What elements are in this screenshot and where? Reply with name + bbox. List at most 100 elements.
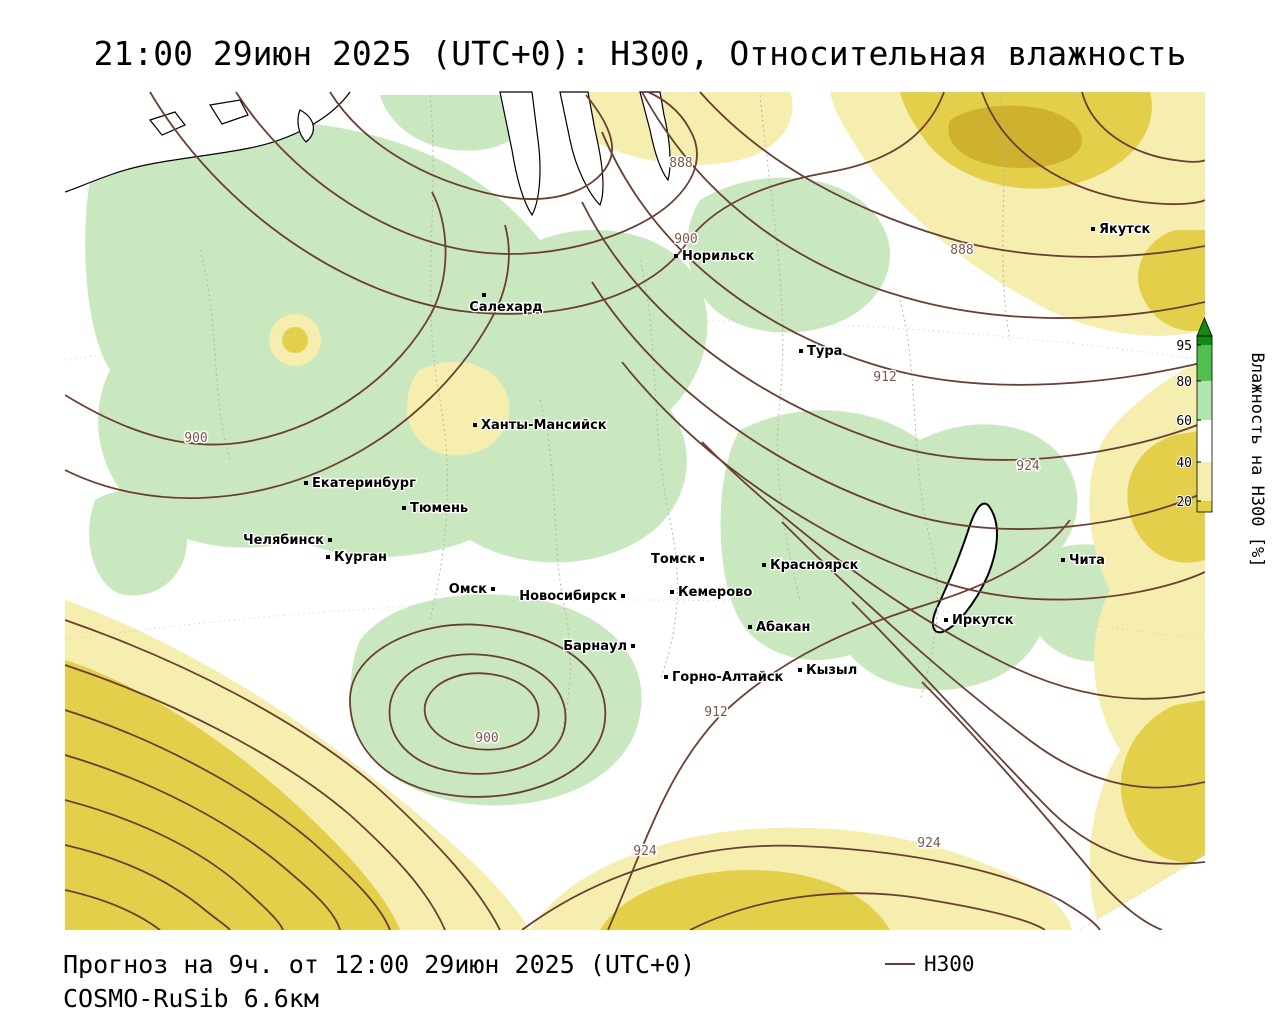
- city-label: Тура: [807, 344, 842, 359]
- city-dot-icon: [326, 555, 330, 559]
- city-dot-icon: [621, 594, 625, 598]
- coastlines: [65, 91, 1205, 930]
- forecast-info: Прогноз на 9ч. от 12:00 29июн 2025 (UTC+…: [63, 950, 696, 979]
- city-label: Барнаул: [563, 639, 627, 654]
- contour-value-label: 900: [674, 232, 697, 247]
- city-marker: Тюмень: [402, 500, 469, 517]
- h300-line-sample: [885, 963, 915, 965]
- city-marker: Новосибирск: [518, 588, 625, 605]
- colorbar-tick-label: 80: [1176, 375, 1192, 390]
- map-legend: H300: [885, 952, 975, 976]
- city-dot-icon: [799, 349, 803, 353]
- city-marker: Ханты-Мансийск: [473, 417, 608, 434]
- city-dot-icon: [798, 668, 802, 672]
- city-marker: Салехард: [468, 293, 544, 316]
- colorbar-segment: [1197, 345, 1212, 381]
- city-dot-icon: [700, 557, 704, 561]
- city-label: Томск: [651, 552, 696, 567]
- city-dot-icon: [670, 590, 674, 594]
- lake-baikal: [931, 502, 998, 634]
- city-dot-icon: [1091, 227, 1095, 231]
- city-marker: Абакан: [748, 619, 812, 636]
- contour-value-label: 912: [704, 705, 727, 720]
- city-marker: Томск: [650, 551, 704, 568]
- colorbar: 95 80 60 40 20 Влажность на H300 [%]: [1175, 316, 1267, 568]
- city-label: Челябинск: [243, 533, 324, 548]
- contour-value-label: 924: [917, 836, 941, 851]
- city-label: Абакан: [756, 620, 811, 635]
- city-marker: Норильск: [674, 248, 756, 265]
- city-label: Новосибирск: [519, 589, 617, 604]
- city-marker: Курган: [326, 549, 388, 566]
- city-marker: Кызыл: [798, 662, 858, 679]
- city-dot-icon: [491, 587, 495, 591]
- city-dot-icon: [674, 254, 678, 258]
- island: [297, 109, 314, 143]
- taz-gulf: [559, 91, 604, 207]
- colorbar-tick-label: 95: [1176, 339, 1192, 354]
- city-label: Иркутск: [952, 613, 1014, 628]
- city-label: Кемерово: [678, 585, 752, 600]
- city-marker: Екатеринбург: [304, 475, 417, 492]
- city-dot-icon: [304, 481, 308, 485]
- page-title: 21:00 29июн 2025 (UTC+0): H300, Относите…: [93, 34, 1187, 73]
- colorbar-segment: [1197, 336, 1212, 345]
- colorbar-tick-label: 60: [1176, 414, 1192, 429]
- island: [148, 111, 186, 136]
- city-label: Тюмень: [410, 501, 468, 516]
- colorbar-tick-label: 20: [1176, 495, 1192, 510]
- city-label: Ханты-Мансийск: [481, 418, 607, 433]
- city-dot-icon: [944, 618, 948, 622]
- colorbar-segment: [1197, 381, 1212, 420]
- city-dot-icon: [402, 506, 406, 510]
- yenisei-gulf: [639, 91, 671, 182]
- colorbar-tick-label: 40: [1176, 456, 1192, 471]
- contour-value-label: 912: [873, 370, 896, 385]
- city-dot-icon: [482, 293, 486, 297]
- city-marker: Кемерово: [670, 584, 754, 601]
- admin-borders: [65, 94, 1205, 741]
- city-marker: Чита: [1061, 552, 1106, 569]
- city-marker: Омск: [448, 581, 495, 598]
- ob-gulf: [499, 91, 541, 217]
- city-dot-icon: [473, 423, 477, 427]
- city-label: Якутск: [1099, 222, 1151, 237]
- city-label: Екатеринбург: [312, 476, 416, 491]
- city-marker: Иркутск: [944, 612, 1015, 629]
- city-marker: Горно-Алтайск: [664, 669, 785, 686]
- h300-contours: [65, 91, 1205, 930]
- city-marker: Барнаул: [562, 638, 635, 655]
- city-dot-icon: [328, 538, 332, 542]
- colorbar-title: Влажность на H300 [%]: [1247, 353, 1267, 568]
- city-label: Красноярск: [770, 558, 859, 573]
- city-dot-icon: [762, 563, 766, 567]
- contour-value-label: 888: [950, 243, 973, 258]
- city-dot-icon: [1061, 558, 1065, 562]
- colorbar-segment: [1197, 501, 1212, 512]
- city-label: Чита: [1069, 553, 1105, 568]
- model-info: COSMO-RuSib 6.6км: [63, 984, 319, 1013]
- colorbar-outline: [1196, 335, 1213, 513]
- contour-labels: 888 900 888 912 900 924 912 900 924 924: [183, 155, 1042, 861]
- corner-cut: [1080, 855, 1205, 930]
- island: [209, 99, 249, 125]
- city-label: Кызыл: [806, 663, 857, 678]
- contour-value-label: 900: [184, 431, 207, 446]
- city-dot-icon: [664, 675, 668, 679]
- colorbar-segment: [1197, 462, 1212, 501]
- city-marker: Челябинск: [242, 532, 332, 549]
- city-label: Норильск: [682, 249, 755, 264]
- city-label: Омск: [449, 582, 487, 597]
- colorbar-segment: [1197, 420, 1212, 462]
- city-marker: Якутск: [1091, 221, 1152, 238]
- city-dot-icon: [748, 625, 752, 629]
- city-dot-icon: [631, 644, 635, 648]
- contour-value-label: 888: [669, 156, 692, 171]
- contour-value-label: 924: [1016, 459, 1040, 474]
- city-label: Курган: [334, 550, 387, 565]
- legend-label: H300: [924, 952, 975, 976]
- city-label: Салехард: [469, 300, 543, 315]
- city-marker: Тура: [799, 343, 844, 360]
